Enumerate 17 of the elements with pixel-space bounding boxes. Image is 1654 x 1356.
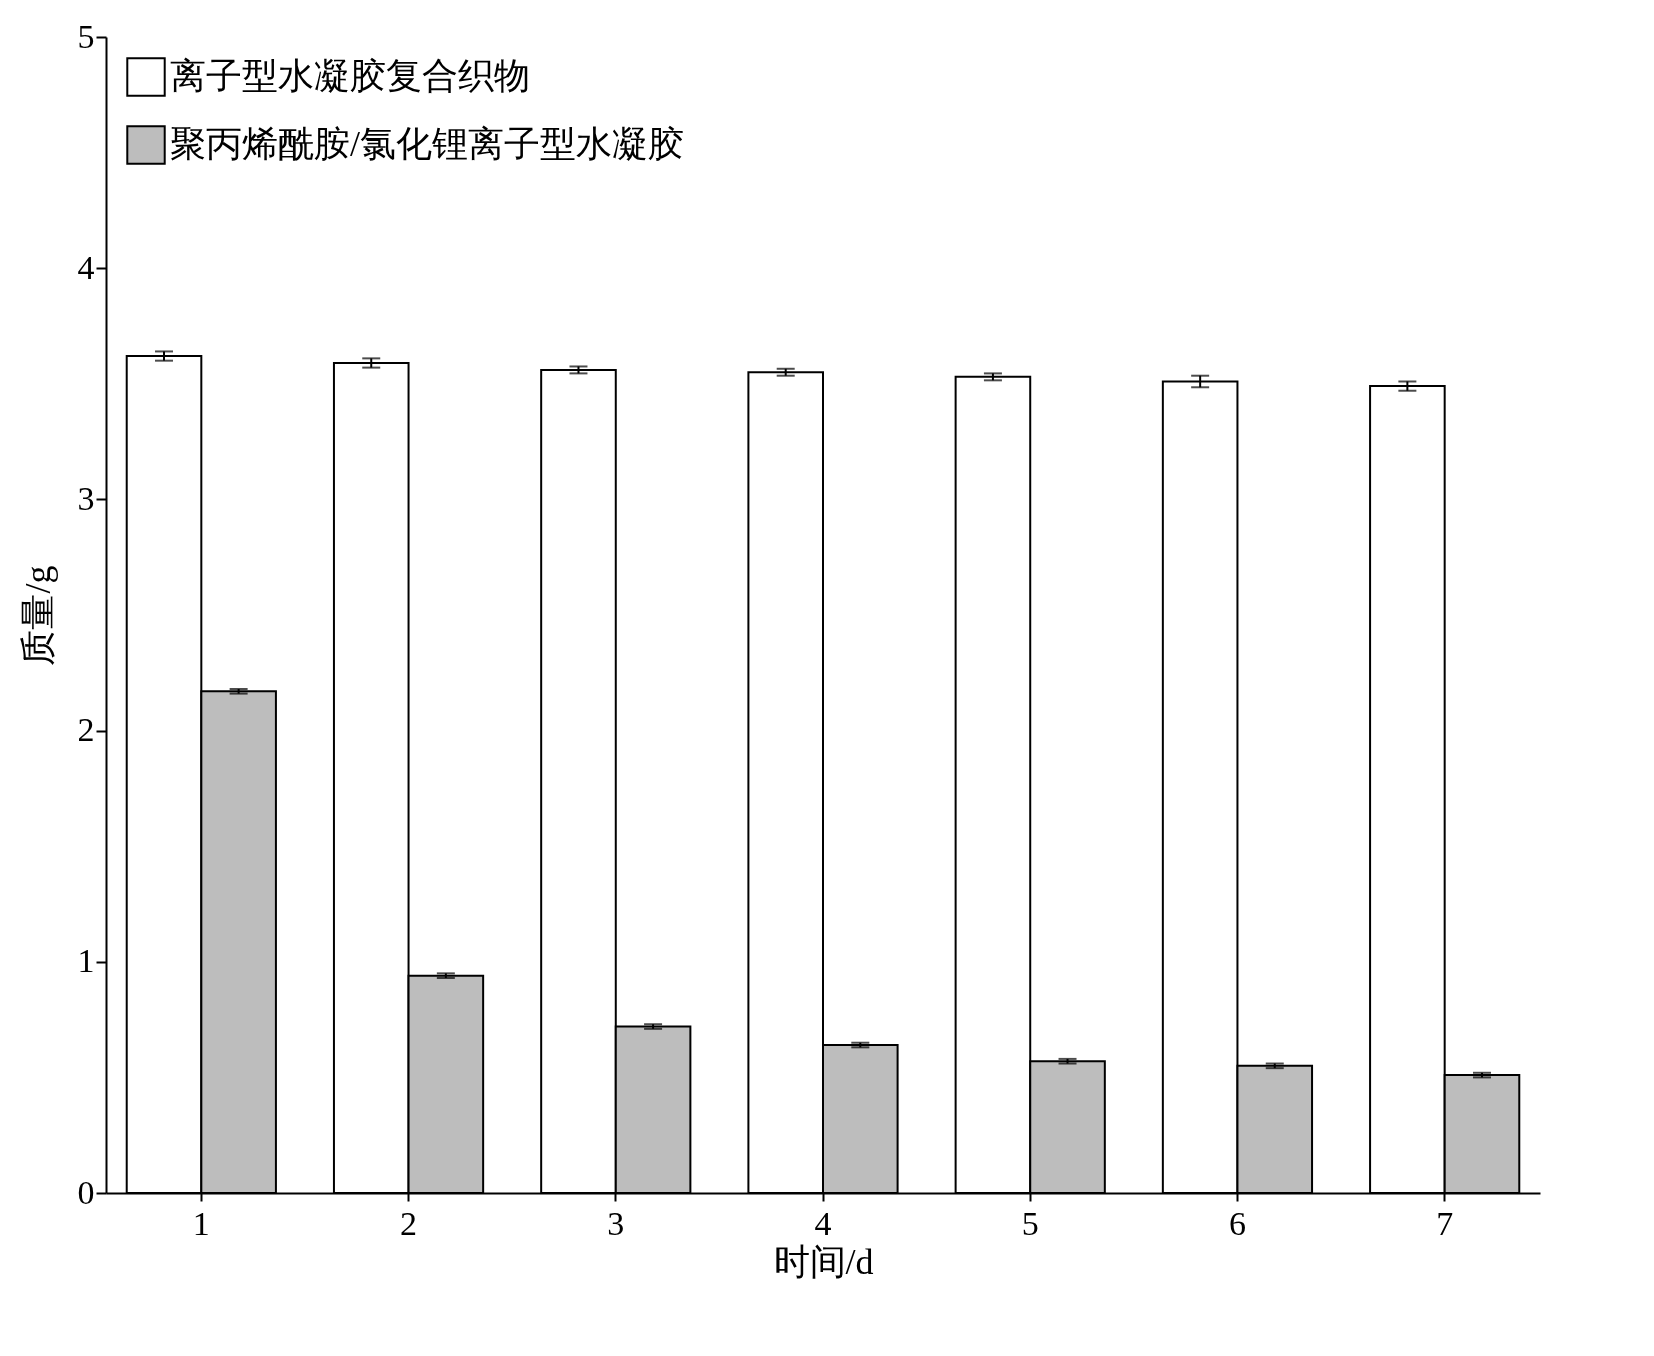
y-tick-label: 3 [77, 479, 95, 517]
x-tick-label: 3 [607, 1204, 625, 1242]
y-axis-title: 质量/g [17, 565, 58, 666]
legend-label: 聚丙烯酰胺/氯化锂离子型水凝胶 [170, 124, 685, 164]
x-tick-label: 4 [814, 1204, 832, 1242]
y-tick-label: 0 [77, 1173, 95, 1211]
y-tick-label: 1 [77, 942, 95, 980]
legend-label: 离子型水凝胶复合织物 [170, 56, 530, 96]
x-axis-title: 时间/d [773, 1241, 874, 1282]
x-tick-label: 5 [1021, 1204, 1039, 1242]
y-tick-label: 5 [77, 17, 95, 55]
y-tick-label: 4 [77, 248, 95, 286]
x-tick-label: 2 [400, 1204, 418, 1242]
x-tick-label: 1 [192, 1204, 210, 1242]
x-tick-label: 6 [1228, 1204, 1246, 1242]
x-tick-label: 7 [1436, 1204, 1454, 1242]
y-tick-label: 2 [77, 711, 95, 749]
